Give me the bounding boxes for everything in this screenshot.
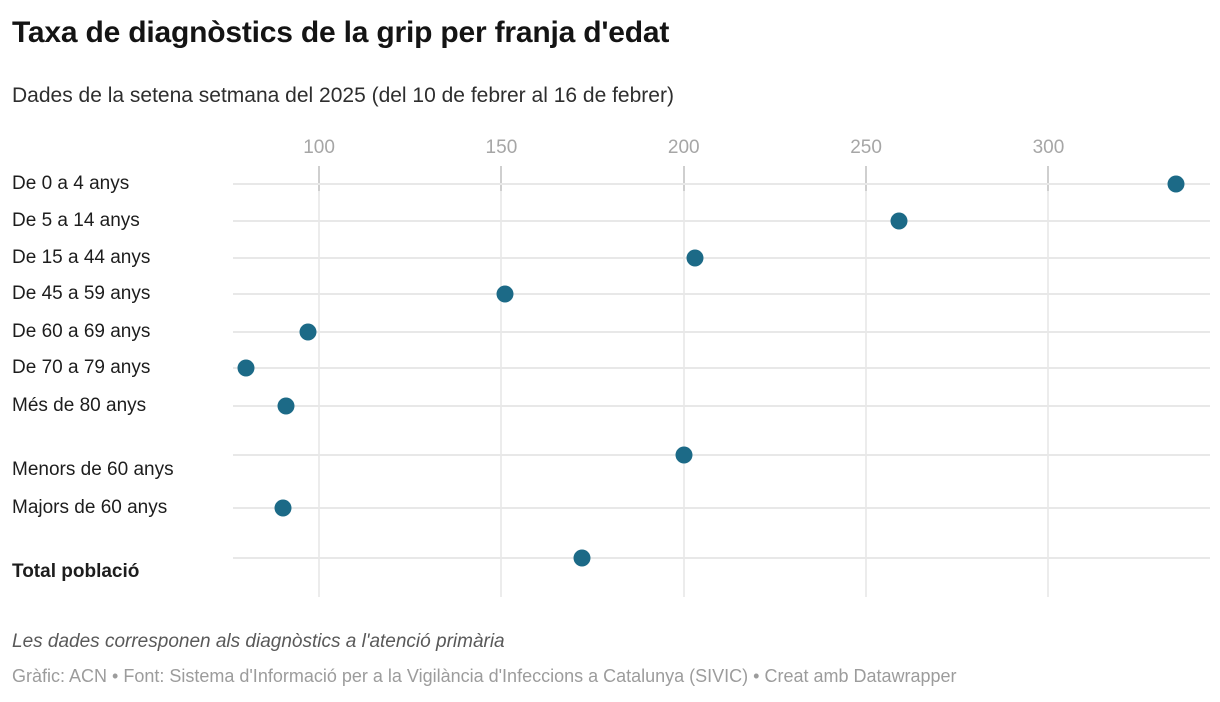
row-gridline (233, 506, 1210, 509)
chart-credit: Gràfic: ACN • Font: Sistema d'Informació… (12, 666, 957, 686)
data-point-dot[interactable] (274, 499, 292, 516)
data-point-dot[interactable] (277, 397, 295, 414)
data-point-dot[interactable] (237, 359, 255, 377)
x-axis-tick-label: 200 (667, 137, 700, 158)
x-gridline (1047, 168, 1050, 597)
row-gridline (233, 367, 1210, 369)
data-point-dot[interactable] (890, 212, 908, 230)
chart-title: Taxa de diagnòstics de la grip per franj… (12, 16, 670, 49)
category-label: De 15 a 44 anys (12, 246, 151, 268)
x-gridline (500, 168, 503, 597)
category-label: De 45 a 59 anys (12, 283, 151, 304)
row-gridline (233, 293, 1210, 295)
row-gridline (233, 454, 1210, 456)
category-label: Majors de 60 anys (12, 496, 168, 518)
row-gridline (233, 557, 1210, 559)
row-gridline (233, 256, 1210, 259)
x-axis-tick-label: 150 (485, 137, 518, 158)
category-label: De 60 a 69 anys (12, 320, 151, 342)
row-gridline (233, 404, 1210, 407)
x-axis-tick-label: 100 (303, 137, 335, 158)
category-label: Més de 80 anys (12, 394, 147, 416)
x-gridline (865, 168, 868, 597)
data-point-dot[interactable] (675, 446, 693, 464)
chart-note: Les dades corresponen als diagnòstics a … (12, 631, 505, 652)
data-point-dot[interactable] (496, 285, 514, 303)
category-label: Total població (12, 560, 140, 582)
data-point-dot[interactable] (299, 323, 317, 340)
row-gridline (233, 183, 1210, 185)
x-gridline (682, 168, 685, 597)
category-label: De 0 a 4 anys (12, 173, 130, 194)
x-axis-tick-label: 300 (1032, 137, 1065, 158)
row-gridline (233, 330, 1210, 333)
row-gridline (233, 220, 1210, 222)
x-axis-tick (1047, 166, 1050, 191)
plot-area: 100 150 200 250 300 De 0 a 4 anys De 5 a 14 an… (12, 137, 1210, 597)
x-axis-tick (865, 166, 868, 191)
category-label: De 70 a 79 anys (12, 357, 151, 378)
x-axis-tick (682, 166, 685, 191)
category-label: De 5 a 14 anys (12, 210, 140, 231)
x-axis-tick-label: 250 (850, 137, 882, 158)
data-point-dot[interactable] (686, 249, 704, 266)
data-point-dot[interactable] (573, 549, 591, 567)
chart-subtitle: Dades de la setena setmana del 2025 (del… (12, 84, 674, 107)
x-gridline (318, 168, 321, 597)
category-label: Menors de 60 anys (12, 459, 174, 480)
x-axis-tick (318, 166, 321, 191)
x-axis-tick (500, 166, 503, 191)
data-point-dot[interactable] (1167, 175, 1185, 193)
